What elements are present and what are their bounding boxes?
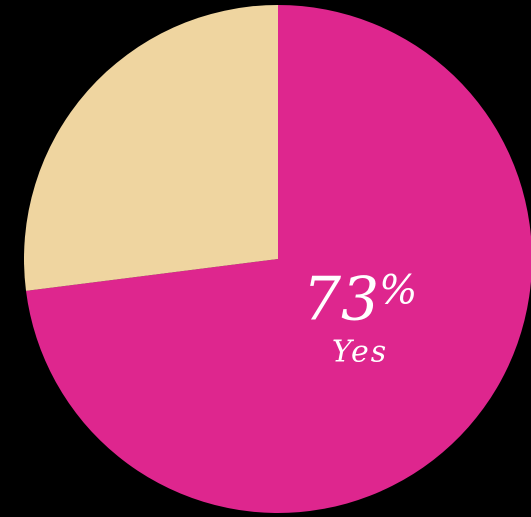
slice-value-suffix: % xyxy=(379,268,417,314)
pie-slices xyxy=(23,5,531,513)
slice-value-yes: 73% xyxy=(303,265,417,335)
pie-slice-yes xyxy=(26,5,531,513)
pie-slice-segment-1 xyxy=(23,5,278,291)
slice-value-number: 73 xyxy=(303,265,379,335)
pie-labels: 73% Yes xyxy=(303,265,417,370)
slice-label-yes: Yes xyxy=(332,335,388,370)
